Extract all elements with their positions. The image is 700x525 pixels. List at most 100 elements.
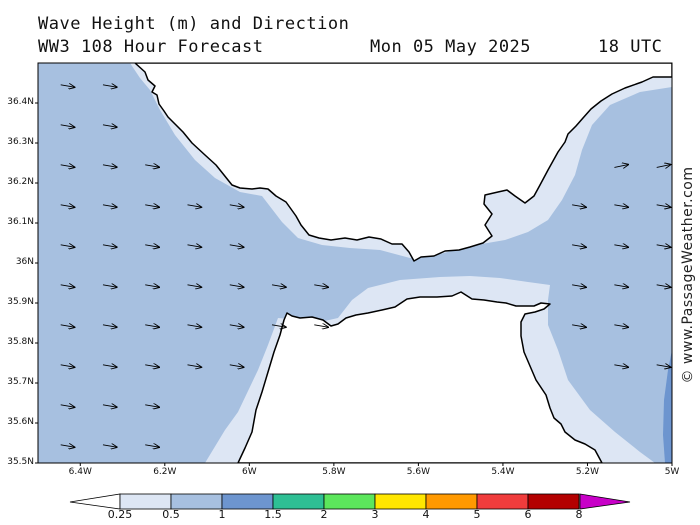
lat-label: 35.7N [7, 377, 34, 387]
lon-label: 6.4W [68, 467, 92, 477]
lat-label: 35.6N [7, 417, 34, 427]
lat-label: 36.2N [7, 177, 34, 187]
lon-label: 5.2W [575, 467, 600, 477]
colorbar-swatch [323, 493, 376, 510]
wave-direction-arrow [314, 285, 328, 287]
land-morocco [237, 291, 603, 463]
wave-direction-arrow [60, 245, 75, 247]
wave-direction-arrow [102, 125, 117, 127]
map-title-model: WW3 108 Hour Forecast [38, 37, 264, 57]
colorbar-swatch [374, 493, 427, 510]
wave-direction-arrow [102, 405, 117, 407]
wave-direction-arrow [145, 285, 159, 287]
lon-label: 5W [664, 467, 680, 477]
wave-direction-arrow [102, 205, 117, 207]
wave-direction-arrow [102, 245, 117, 247]
wave-direction-arrow [187, 365, 201, 367]
lat-label: 36.1N [7, 217, 34, 227]
wave-direction-arrow [572, 245, 586, 247]
wave-direction-arrow [145, 405, 159, 407]
wave-direction-arrow [656, 205, 671, 207]
wave-direction-arrow [656, 285, 671, 287]
colorbar-left-tip [69, 493, 121, 510]
wave-direction-arrow [60, 445, 75, 447]
lon-label: 5.4W [491, 467, 515, 477]
wave-direction-arrow [187, 205, 201, 207]
wave-direction-arrow [572, 285, 586, 287]
wave-direction-arrow [60, 405, 75, 407]
wave-direction-arrow [60, 125, 75, 127]
colorbar-label: 5 [473, 508, 481, 521]
colorbar-label: 4 [422, 508, 430, 521]
wave-direction-arrow [187, 285, 201, 287]
wave-direction-arrow [145, 205, 159, 207]
lat-label: 35.9N [7, 297, 34, 307]
wave-direction-arrow [102, 165, 117, 167]
colorbar-label: 3 [371, 508, 379, 521]
colorbar-swatch [119, 493, 172, 510]
wave-direction-arrow [229, 285, 244, 287]
colorbar-swatch [221, 493, 274, 510]
colorbar-label: 0.25 [107, 508, 133, 521]
wave-direction-arrow [102, 85, 117, 87]
lat-label: 35.8N [7, 337, 34, 347]
colorbar-label: 0.5 [162, 508, 180, 521]
wave-direction-arrow [60, 285, 75, 287]
lon-label: 5.6W [406, 467, 430, 477]
lat-label: 36.4N [7, 97, 34, 107]
wave-direction-arrow [271, 285, 286, 287]
wave-direction-arrow [614, 205, 628, 207]
wave-direction-arrow [60, 205, 75, 207]
wave-direction-arrow [314, 325, 328, 327]
wave-direction-arrow [229, 325, 244, 327]
wave-direction-arrow [614, 285, 628, 287]
colorbar-label: 6 [524, 508, 532, 521]
wave-direction-arrow [614, 325, 628, 327]
colorbar-label: 1.5 [264, 508, 282, 521]
wave-direction-arrow [271, 325, 286, 327]
wave-direction-arrow [656, 165, 671, 168]
wave-direction-arrow [60, 85, 75, 87]
wave-direction-arrow [102, 285, 117, 287]
colorbar-label: 1 [218, 508, 226, 521]
wave-direction-arrow [145, 165, 159, 167]
map-title-date: Mon 05 May 2025 [370, 37, 532, 57]
wave-direction-arrow [102, 445, 117, 447]
colorbar-label: 2 [320, 508, 328, 521]
map-title-line1: Wave Height (m) and Direction [38, 14, 350, 34]
wave-direction-arrow [614, 365, 628, 367]
lat-label: 36N [15, 257, 34, 267]
lon-label: 6W [242, 467, 257, 477]
colorbar-swatch [170, 493, 223, 510]
wave-direction-arrow [102, 365, 117, 367]
wave-direction-arrow [145, 245, 159, 247]
lat-label: 35.5N [7, 457, 34, 467]
wave-direction-arrow [145, 365, 159, 367]
wave-direction-arrow [656, 365, 671, 367]
lon-label: 5.8W [322, 467, 346, 477]
wave-direction-arrow [229, 205, 244, 207]
watermark-text: © www.PassageWeather.com [680, 166, 696, 384]
wave-direction-arrow [572, 325, 586, 327]
wave-direction-arrow [102, 325, 117, 327]
wave-direction-arrow [572, 205, 586, 207]
land-spain [134, 63, 672, 262]
wave-direction-arrow [60, 165, 75, 167]
lat-label: 36.3N [7, 137, 34, 147]
wave-direction-arrow [145, 325, 159, 327]
wave-direction-arrow [614, 245, 628, 247]
colorbar-label: 8 [575, 508, 583, 521]
wave-direction-arrow [229, 245, 244, 247]
colorbar-swatch [476, 493, 529, 510]
wave-direction-arrow [656, 245, 671, 247]
lon-label: 6.2W [153, 467, 177, 477]
wave-direction-arrow [145, 445, 159, 447]
colorbar-swatch [425, 493, 478, 510]
colorbar-right-tip [579, 493, 631, 510]
wave-direction-arrow [229, 365, 244, 367]
colorbar-swatch [527, 493, 580, 510]
wave-direction-arrow [187, 245, 201, 247]
colorbar-swatch [272, 493, 325, 510]
wave-direction-arrow [60, 365, 75, 367]
